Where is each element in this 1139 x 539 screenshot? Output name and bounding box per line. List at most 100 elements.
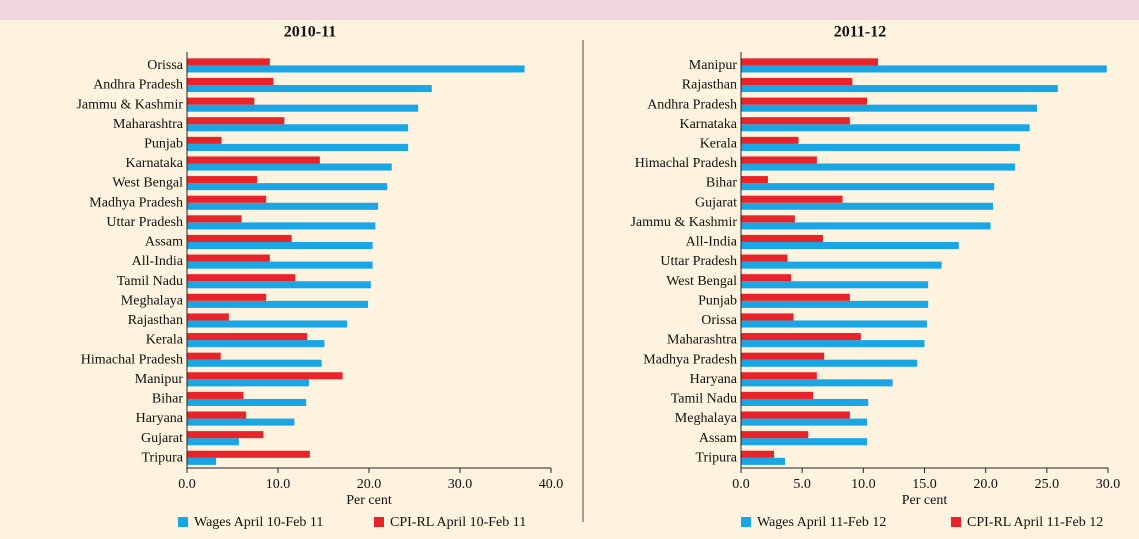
bar xyxy=(741,379,893,387)
bar xyxy=(741,136,799,144)
bar xyxy=(741,333,861,341)
bar xyxy=(741,300,929,308)
bar xyxy=(187,241,373,250)
category-label: Himachal Pradesh xyxy=(635,156,737,171)
bar xyxy=(187,379,309,387)
bar xyxy=(187,411,247,419)
x-tick-label: 0.0 xyxy=(732,477,750,492)
x-tick-label: 5.0 xyxy=(793,477,811,492)
category-label: Madhya Pradesh xyxy=(643,352,737,367)
category-label: Manipur xyxy=(135,372,184,387)
bar xyxy=(741,431,809,439)
category-label: Rajasthan xyxy=(128,313,183,328)
bar xyxy=(187,340,325,348)
bar xyxy=(741,359,918,367)
bar xyxy=(741,281,929,289)
bar xyxy=(187,313,229,321)
bar xyxy=(187,163,392,171)
bar xyxy=(187,136,222,144)
bar xyxy=(187,281,371,289)
bar xyxy=(187,418,295,426)
bar xyxy=(741,457,786,465)
panel-title: 2010-11 xyxy=(284,24,336,41)
category-label: Kerala xyxy=(146,333,184,348)
bar xyxy=(187,222,376,230)
bar xyxy=(187,438,239,446)
bar xyxy=(741,293,850,301)
bar xyxy=(741,58,879,66)
category-label: Tamil Nadu xyxy=(671,392,737,407)
bar xyxy=(187,234,292,242)
bar xyxy=(741,85,1058,93)
x-tick-label: 10.0 xyxy=(851,477,876,492)
bar xyxy=(741,77,853,86)
bar xyxy=(741,438,868,446)
category-label: Bihar xyxy=(152,392,183,407)
category-label: Rajasthan xyxy=(682,78,737,93)
x-tick-label: 40.0 xyxy=(539,477,564,492)
x-tick-label: 10.0 xyxy=(266,477,291,492)
category-label: West Bengal xyxy=(112,176,183,191)
legend-label: CPI-RL April 10-Feb 11 xyxy=(390,515,526,530)
x-tick-label: 20.0 xyxy=(973,477,998,492)
bar xyxy=(187,391,244,399)
category-label: Tripura xyxy=(142,450,184,465)
bar xyxy=(741,117,850,125)
bar xyxy=(741,320,927,328)
bar xyxy=(187,352,221,360)
category-label: Maharashtra xyxy=(113,117,184,132)
category-label: Andhra Pradesh xyxy=(93,78,183,93)
bar xyxy=(741,104,1038,112)
bar xyxy=(187,333,308,341)
category-label: Himachal Pradesh xyxy=(81,352,183,367)
category-label: Karnataka xyxy=(679,117,737,132)
legend-label: CPI-RL April 11-Feb 12 xyxy=(967,515,1103,530)
legend-label: Wages April 10-Feb 11 xyxy=(194,515,323,530)
bar xyxy=(741,176,768,184)
bar xyxy=(741,143,1020,151)
bar xyxy=(187,65,525,73)
bar xyxy=(741,254,788,262)
bar xyxy=(741,398,869,407)
bar xyxy=(187,202,379,210)
x-tick-label: 15.0 xyxy=(912,477,937,492)
category-label: Haryana xyxy=(136,411,184,426)
legend-swatch xyxy=(951,517,961,527)
bar xyxy=(187,104,419,112)
bar xyxy=(741,222,991,230)
category-label: Meghalaya xyxy=(675,411,738,426)
category-label: Tripura xyxy=(696,450,738,465)
bar xyxy=(187,143,409,151)
x-tick-label: 20.0 xyxy=(357,477,382,492)
category-label: Gujarat xyxy=(141,431,183,446)
x-tick-label: 25.0 xyxy=(1035,477,1060,492)
bar xyxy=(187,156,320,164)
bar xyxy=(187,85,432,93)
bar xyxy=(741,124,1030,132)
bar xyxy=(741,156,817,164)
category-label: Orissa xyxy=(701,313,738,328)
category-label: Assam xyxy=(145,235,183,250)
category-label: West Bengal xyxy=(666,274,737,289)
x-tick-label: 30.0 xyxy=(1096,477,1121,492)
bar xyxy=(741,234,823,242)
x-tick-label: 0.0 xyxy=(178,477,196,492)
bar xyxy=(741,313,794,321)
category-label: Uttar Pradesh xyxy=(660,254,737,269)
bar xyxy=(187,254,270,262)
bar xyxy=(187,359,322,367)
bar xyxy=(187,77,274,86)
x-axis-label: Per cent xyxy=(346,493,392,508)
bar xyxy=(187,274,296,282)
bar xyxy=(741,97,868,105)
bar xyxy=(741,261,942,269)
bar xyxy=(741,352,825,360)
bar xyxy=(187,58,270,66)
bar xyxy=(187,431,264,439)
category-label: Uttar Pradesh xyxy=(106,215,183,230)
bar xyxy=(187,372,343,380)
legend-label: Wages April 11-Feb 12 xyxy=(757,515,886,530)
x-tick-label: 30.0 xyxy=(448,477,473,492)
bar xyxy=(741,215,795,223)
